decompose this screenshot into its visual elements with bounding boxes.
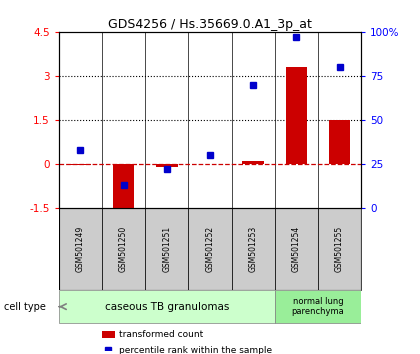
Text: GSM501250: GSM501250 — [119, 226, 128, 272]
Bar — [102, 331, 115, 338]
Text: transformed count: transformed count — [119, 330, 204, 339]
Bar — [59, 208, 102, 290]
Bar — [329, 120, 350, 164]
Text: GSM501255: GSM501255 — [335, 226, 344, 272]
Text: GSM501251: GSM501251 — [162, 226, 171, 272]
Text: GSM501252: GSM501252 — [205, 226, 215, 272]
Bar — [145, 208, 189, 290]
Bar — [70, 164, 91, 165]
Bar — [275, 290, 361, 323]
Text: normal lung
parenchyma: normal lung parenchyma — [291, 297, 344, 316]
Bar — [59, 290, 275, 323]
Text: caseous TB granulomas: caseous TB granulomas — [105, 302, 229, 312]
Bar — [189, 208, 231, 290]
Bar — [231, 208, 275, 290]
Text: GSM501253: GSM501253 — [249, 226, 258, 272]
Text: GSM501254: GSM501254 — [292, 226, 301, 272]
Bar — [113, 164, 134, 213]
Bar — [275, 208, 318, 290]
Bar — [102, 208, 145, 290]
Text: GSM501249: GSM501249 — [76, 226, 85, 272]
Title: GDS4256 / Hs.35669.0.A1_3p_at: GDS4256 / Hs.35669.0.A1_3p_at — [108, 18, 312, 31]
Text: percentile rank within the sample: percentile rank within the sample — [119, 346, 273, 354]
Bar — [156, 164, 178, 167]
Text: cell type: cell type — [4, 302, 46, 312]
Bar — [318, 208, 361, 290]
Bar — [242, 161, 264, 164]
Bar — [286, 67, 307, 164]
